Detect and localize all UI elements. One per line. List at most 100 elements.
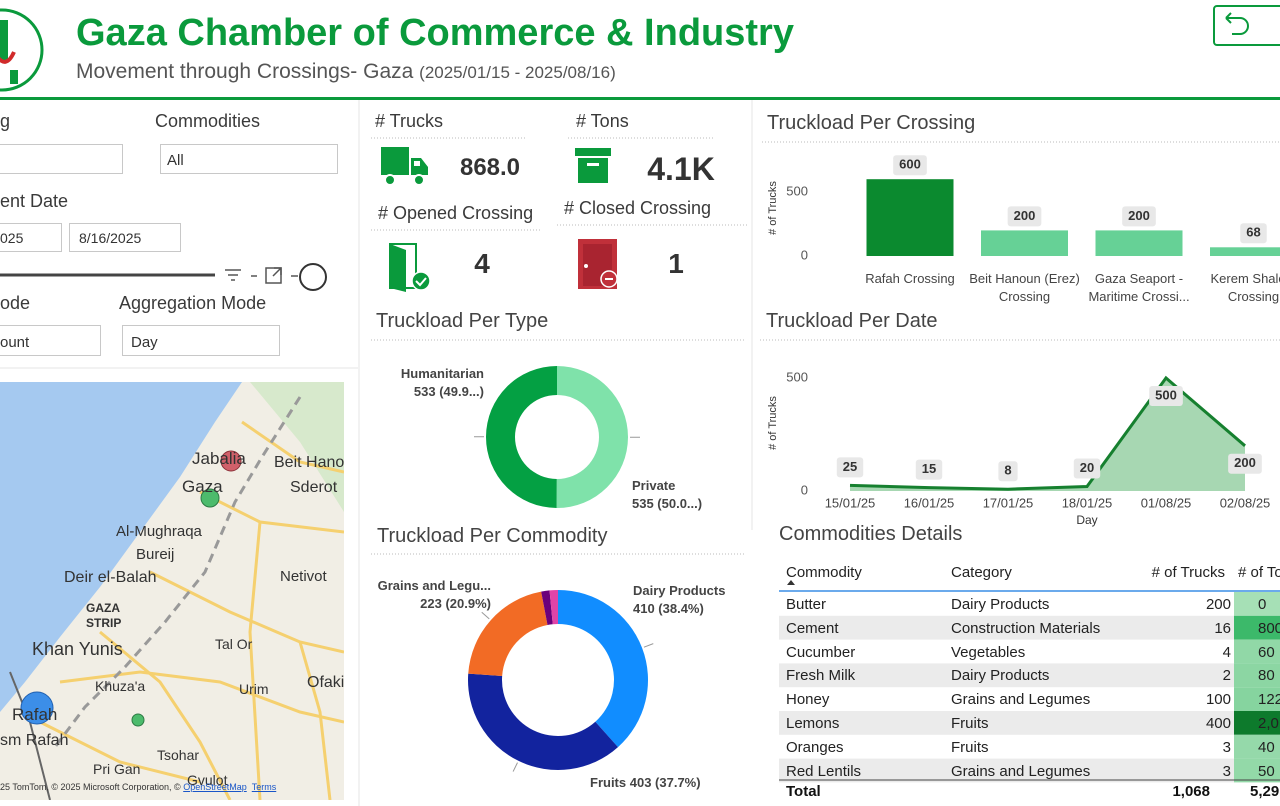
data-label: 15 xyxy=(922,461,936,476)
osm-link[interactable]: OpenStreetMap xyxy=(183,782,247,792)
row-shade xyxy=(779,758,1234,783)
x-tick-label: 02/08/25 xyxy=(1220,495,1271,510)
column-header: Category xyxy=(951,564,1012,581)
tons-cell xyxy=(1234,639,1280,664)
total-cell: 1,068 xyxy=(1172,783,1210,800)
date-slider[interactable] xyxy=(0,263,327,291)
cell: Dairy Products xyxy=(951,667,1050,685)
cell: Fruits xyxy=(951,738,989,756)
map-graphics xyxy=(0,382,344,800)
truck-icon xyxy=(381,147,428,186)
map-label: Al-Mughraqa xyxy=(116,523,202,540)
attribution: 25 TomTom, © 2025 Microsoft Corporation,… xyxy=(0,782,181,792)
slice xyxy=(549,590,558,625)
cell: Red Lentils xyxy=(786,762,862,780)
chart-title: Truckload Per Crossing xyxy=(767,112,976,134)
dropdown[interactable] xyxy=(0,325,101,356)
slice xyxy=(468,673,618,771)
terms-link[interactable]: Terms xyxy=(251,782,277,792)
map-label: Khuza'a xyxy=(95,678,146,694)
kpi-label: # Opened Crossing xyxy=(378,203,534,223)
data-label-box xyxy=(836,457,864,478)
x-tick-label: 01/08/25 xyxy=(1141,495,1192,510)
date-input[interactable] xyxy=(69,223,181,252)
cell: 800 xyxy=(1258,619,1280,637)
data-label-box xyxy=(1122,206,1156,227)
map-attribution: 25 TomTom, © 2025 Microsoft Corporation,… xyxy=(0,783,276,792)
cell: 2 xyxy=(1222,667,1231,685)
data-label-box xyxy=(1240,223,1267,244)
data-label: 500 xyxy=(1155,387,1177,402)
cell: 122 xyxy=(1258,691,1280,709)
dropdown-value: All xyxy=(167,152,184,169)
cell: Construction Materials xyxy=(951,619,1101,637)
data-label: 200 xyxy=(1128,208,1150,223)
map-label: Deir el-Balah xyxy=(64,569,157,586)
cell: 40 xyxy=(1258,738,1275,756)
tons-cell xyxy=(1234,687,1280,711)
slice xyxy=(558,590,648,748)
total-cell: 5,29 xyxy=(1250,783,1280,800)
slice-value: 533 (49.9...) xyxy=(413,384,484,399)
data-label-box xyxy=(893,155,927,176)
tons-cell xyxy=(1234,734,1280,759)
tons-cell xyxy=(1234,758,1280,783)
dropdown-value: Day xyxy=(131,334,158,351)
subtitle-text: Movement through Crossings- Gaza xyxy=(76,60,414,83)
data-label-box xyxy=(1228,453,1262,474)
cell: Grains and Legumes xyxy=(951,691,1091,709)
data-label: 600 xyxy=(899,157,921,172)
data-label-box xyxy=(1007,206,1042,227)
back-button[interactable] xyxy=(1213,5,1280,46)
cell: Butter xyxy=(786,596,827,613)
open-door-icon xyxy=(389,243,431,292)
start-date: 025 xyxy=(0,230,24,246)
data-label: 25 xyxy=(843,459,857,474)
cell: 50 xyxy=(1258,762,1275,780)
x-tick-label: 17/01/25 xyxy=(983,495,1034,510)
map-label: Gvulot xyxy=(187,772,228,788)
chart-title: Truckload Per Type xyxy=(376,310,549,332)
cell: Cucumber xyxy=(786,643,856,661)
data-label-box xyxy=(998,461,1018,482)
map-label: Tsohar xyxy=(157,747,200,763)
slice-name: Dairy Products xyxy=(633,583,726,598)
dropdown[interactable] xyxy=(0,144,123,174)
row-shade xyxy=(779,663,1234,688)
filter-label: Commodities xyxy=(155,111,261,131)
cell: 2,01 xyxy=(1258,715,1280,732)
cell: 200 xyxy=(1205,596,1231,613)
x-tick-label: 18/01/25 xyxy=(1062,495,1113,510)
filter-label: ode xyxy=(0,293,31,313)
filter-label: g xyxy=(0,111,11,131)
date-input[interactable] xyxy=(0,223,62,252)
slice-value: 535 (50.0...) xyxy=(632,496,703,511)
kpi-value: 4.1K xyxy=(647,151,715,187)
tons-cell xyxy=(1234,711,1280,735)
cell: Vegetables xyxy=(951,643,1026,661)
map-label: Beit Hanoun xyxy=(274,454,344,471)
map-label: Bureij xyxy=(136,546,175,563)
bar xyxy=(1095,230,1183,256)
logo xyxy=(0,8,44,92)
dropdown[interactable] xyxy=(122,325,280,356)
tons-cell xyxy=(1234,592,1280,616)
filter-label: Aggregation Mode xyxy=(119,293,267,313)
map[interactable]: Jabalia Beit Hanoun Gaza Sderot Al-Mughr… xyxy=(0,382,344,800)
dropdown[interactable] xyxy=(160,144,338,174)
data-label: 68 xyxy=(1246,225,1260,240)
cell: Grains and Legumes xyxy=(951,762,1091,780)
column-header: # of Trucks xyxy=(1151,564,1225,581)
data-label: Fruits 403 (37.7%) xyxy=(590,774,701,792)
closed-door-icon xyxy=(578,239,618,289)
column-header: # of To xyxy=(1238,564,1280,581)
bar xyxy=(1210,247,1280,256)
cell: 60 xyxy=(1258,643,1275,661)
slice-name: Fruits xyxy=(590,775,627,790)
data-label: 200 xyxy=(1234,455,1256,470)
map-label: Rafah xyxy=(12,705,58,724)
slice-name: Grains and Legu... xyxy=(377,578,491,593)
dropdown-value: ount xyxy=(0,334,30,351)
